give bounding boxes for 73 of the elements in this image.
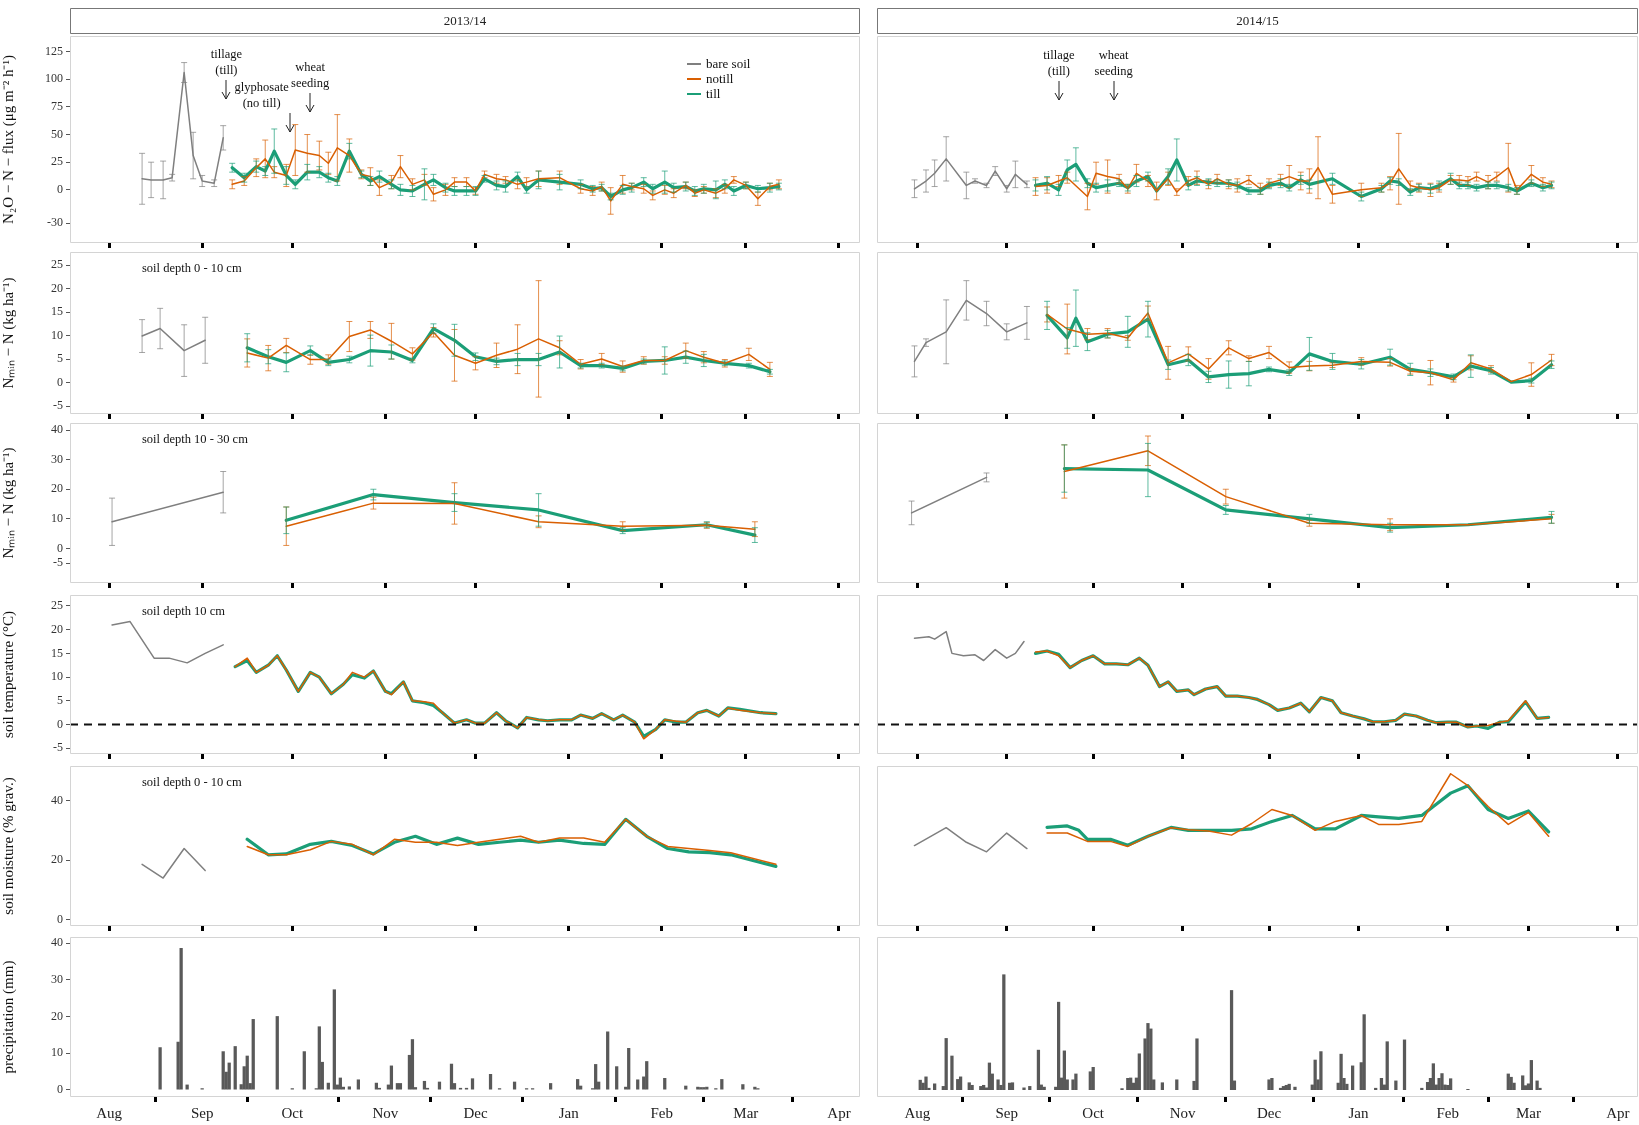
x-tick-label: Jan bbox=[1348, 1104, 1369, 1121]
x-tick-label: Apr bbox=[827, 1104, 851, 1121]
y-tick-label: -30 bbox=[47, 215, 63, 230]
y-tick-label: -5 bbox=[53, 555, 63, 570]
x-tick-label: Nov bbox=[372, 1104, 399, 1121]
x-tick-label: Oct bbox=[1082, 1104, 1105, 1121]
chart-title: 2013/14 bbox=[443, 13, 487, 29]
y-tick-label: 10 bbox=[51, 1045, 63, 1060]
y-tick-label: 0 bbox=[57, 182, 63, 197]
y-tick-label: 0 bbox=[57, 374, 63, 389]
y-tick-label: 40 bbox=[51, 792, 63, 807]
annotation: glyphosate (no till) bbox=[234, 80, 290, 111]
y-axis-title: soil moisture (% grav.) bbox=[0, 777, 17, 915]
annotation: wheat seeding bbox=[291, 59, 330, 90]
y-tick-label: 25 bbox=[51, 598, 63, 613]
y-tick-label: -5 bbox=[53, 740, 63, 755]
y-tick-label: 20 bbox=[51, 852, 63, 867]
y-tick-label: 30 bbox=[51, 451, 63, 466]
y-tick-label: 10 bbox=[51, 510, 63, 525]
y-tick-label: 50 bbox=[51, 126, 63, 141]
y-tick-label: 15 bbox=[51, 304, 63, 319]
x-tick-label: Nov bbox=[1169, 1104, 1196, 1121]
y-tick-label: 25 bbox=[51, 257, 63, 272]
y-tick-label: 0 bbox=[57, 911, 63, 926]
y-axis-title: Nₘᵢₙ − N (kg ha⁻¹) bbox=[0, 447, 17, 559]
y-tick-label: 10 bbox=[51, 669, 63, 684]
legend-label: bare soil bbox=[706, 56, 751, 71]
y-tick-label: 30 bbox=[51, 971, 63, 986]
y-tick-label: 20 bbox=[51, 621, 63, 636]
y-tick-label: -5 bbox=[53, 398, 63, 413]
y-tick-label: 75 bbox=[51, 99, 63, 113]
y-tick-label: 125 bbox=[45, 43, 63, 58]
y-tick-label: 0 bbox=[57, 540, 63, 555]
y-axis-title: precipitation (mm) bbox=[0, 960, 17, 1074]
x-tick-label: Mar bbox=[733, 1104, 759, 1121]
y-axis-title: Nₘᵢₙ − N (kg ha⁻¹) bbox=[0, 277, 17, 389]
x-tick-label: Feb bbox=[650, 1104, 673, 1121]
chart-title: 2014/15 bbox=[1236, 13, 1279, 29]
annotation: wheat seeding bbox=[1094, 48, 1134, 79]
x-tick-label: Mar bbox=[1515, 1104, 1541, 1121]
x-tick-label: Dec bbox=[1256, 1104, 1282, 1121]
x-tick-label: Sep bbox=[190, 1104, 214, 1121]
y-tick-label: 40 bbox=[51, 422, 63, 437]
y-tick-label: 5 bbox=[57, 693, 63, 707]
y-tick-label: 15 bbox=[51, 645, 63, 660]
y-tick-label: 0 bbox=[57, 1081, 63, 1096]
legend-label: till bbox=[706, 86, 721, 101]
y-tick-label: 20 bbox=[51, 481, 63, 496]
annotation: soil depth 0 - 10 cm bbox=[142, 775, 242, 789]
x-tick-label: Jan bbox=[558, 1104, 580, 1121]
annotation: soil depth 10 - 30 cm bbox=[142, 432, 249, 446]
y-tick-label: 20 bbox=[51, 1008, 63, 1023]
y-tick-label: 20 bbox=[51, 280, 63, 295]
x-tick-label: Apr bbox=[1606, 1104, 1630, 1121]
x-tick-label: Aug bbox=[96, 1104, 123, 1121]
y-tick-label: 0 bbox=[57, 716, 63, 731]
annotation: tillage (till) bbox=[210, 47, 243, 78]
legend-label: notill bbox=[706, 71, 734, 86]
annotation: tillage (till) bbox=[1043, 48, 1075, 79]
y-tick-label: 100 bbox=[45, 71, 63, 86]
x-tick-label: Dec bbox=[463, 1104, 488, 1121]
x-tick-label: Aug bbox=[904, 1104, 931, 1121]
y-tick-label: 10 bbox=[51, 327, 63, 342]
y-axis-title: soil temperature (°C) bbox=[0, 611, 17, 738]
y-tick-label: 25 bbox=[51, 154, 63, 169]
y-tick-label: 40 bbox=[51, 935, 63, 950]
x-tick-label: Feb bbox=[1436, 1104, 1459, 1121]
y-tick-label: 5 bbox=[57, 351, 63, 366]
annotation: soil depth 10 cm bbox=[142, 604, 226, 618]
x-tick-label: Oct bbox=[281, 1104, 304, 1121]
y-axis-title: N₂O − N − flux (μg m⁻² h⁻¹) bbox=[0, 55, 17, 224]
annotation: soil depth 0 - 10 cm bbox=[142, 261, 242, 275]
x-tick-label: Sep bbox=[995, 1104, 1018, 1121]
